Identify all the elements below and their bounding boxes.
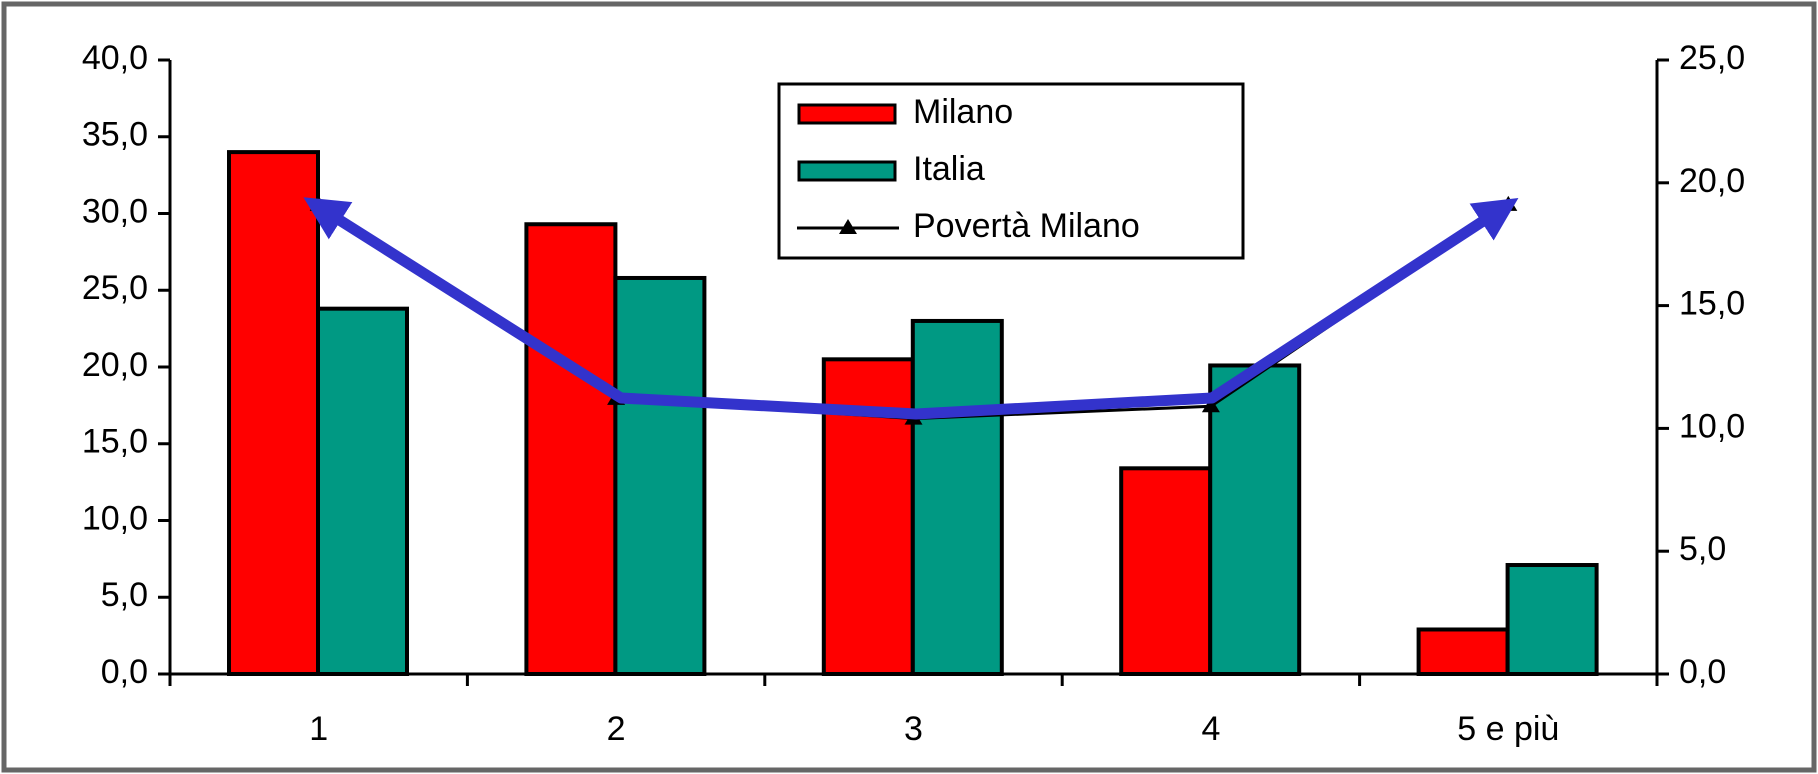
bar — [1416, 627, 1510, 676]
x-tick-label: 4 — [1201, 710, 1220, 748]
y-tick-label: 0,0 — [101, 653, 148, 691]
bar — [613, 275, 707, 676]
y-tick-label: 5,0 — [101, 576, 148, 614]
annotation-arrow — [303, 197, 1519, 420]
bar — [316, 306, 409, 676]
legend-label: Italia — [913, 150, 985, 188]
bar — [910, 318, 1004, 676]
plot: 0,0 5,0 10,0 15,0 20,0 25,0 30,0 35,0 40,0 0,0 5,0… — [82, 39, 1745, 748]
bar — [1119, 466, 1213, 676]
y2-tick-label: 0,0 — [1679, 653, 1726, 691]
x-tick-label: 3 — [904, 710, 923, 748]
y2-tick-label: 20,0 — [1679, 162, 1745, 200]
y2-tick-label: 25,0 — [1679, 39, 1745, 77]
y2-tick-label: 10,0 — [1679, 407, 1745, 445]
y-tick-label: 30,0 — [82, 192, 148, 230]
bar — [1208, 363, 1302, 676]
legend-swatch — [797, 103, 897, 125]
legend-label: Povertà Milano — [913, 207, 1140, 245]
y-tick-label: 25,0 — [82, 269, 148, 307]
x-tick-label: 1 — [309, 710, 328, 748]
legend-label: Milano — [913, 93, 1013, 131]
y-tick-label: 40,0 — [82, 39, 148, 77]
legend-swatch — [797, 160, 897, 182]
bar — [524, 222, 618, 676]
y-tick-label: 35,0 — [82, 116, 148, 154]
x-tick-label: 2 — [607, 710, 626, 748]
bar — [1505, 563, 1599, 677]
y-tick-label: 20,0 — [82, 346, 148, 384]
y-tick-label: 15,0 — [82, 423, 148, 461]
y-tick-label: 10,0 — [82, 499, 148, 537]
y2-tick-label: 5,0 — [1679, 530, 1726, 568]
y2-tick-label: 15,0 — [1679, 285, 1745, 323]
bar — [227, 150, 320, 677]
x-tick-label: 5 e più — [1457, 710, 1559, 748]
marker — [1201, 397, 1220, 413]
